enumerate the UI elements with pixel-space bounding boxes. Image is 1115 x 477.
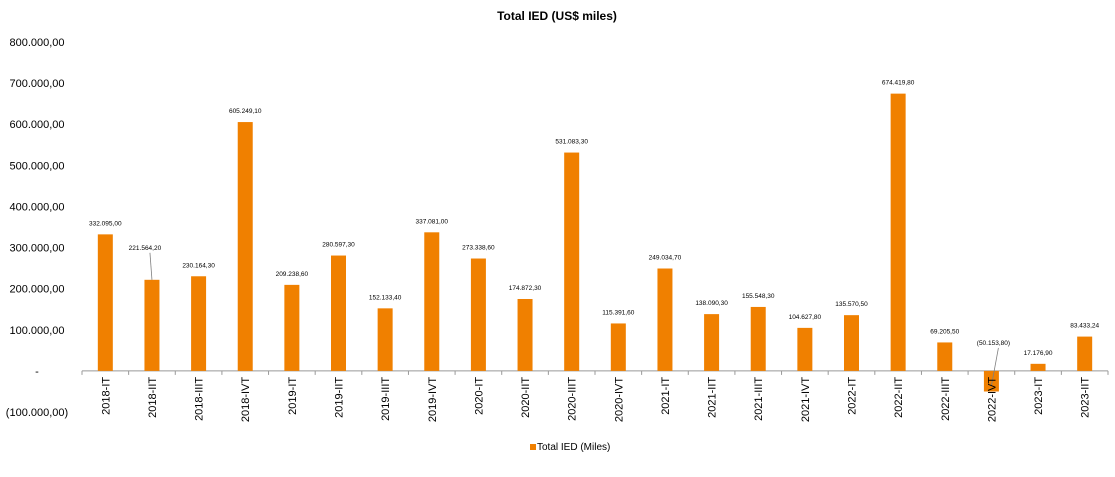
data-label: 605.249,10	[229, 108, 262, 115]
data-label: 531.083,30	[555, 139, 588, 146]
x-tick-label: 2018-IIT	[147, 377, 159, 418]
x-tick-label: 2023-IIT	[1080, 377, 1092, 418]
legend-label: Total IED (Miles)	[537, 442, 610, 453]
x-tick-label: 2021-IT	[660, 377, 672, 415]
bar	[424, 232, 440, 371]
data-label: 152.133,40	[369, 294, 402, 301]
x-tick-label: 2019-IIIT	[380, 377, 392, 421]
y-tick-label: (100.000,00)	[6, 407, 68, 419]
data-label: 230.164,30	[182, 262, 215, 269]
data-label: 104.627,80	[789, 314, 822, 321]
y-tick-label: 600.000,00	[9, 119, 64, 131]
leader-line	[149, 252, 153, 280]
bar	[1030, 363, 1046, 371]
bar	[97, 234, 113, 371]
data-label: 69.205,50	[930, 328, 959, 335]
x-tick-label: 2018-IVT	[240, 377, 252, 423]
y-tick-label: 700.000,00	[9, 78, 64, 90]
bar	[284, 284, 300, 371]
bar	[937, 342, 953, 371]
y-tick-label: 100.000,00	[9, 325, 64, 337]
data-label: 674.419,80	[882, 80, 915, 87]
data-label: 273.338,60	[462, 245, 495, 252]
x-axis: 2018-IT 2018-IIT 2018-IIIT 2018-IVT 2019-IT 2…	[81, 370, 1109, 423]
bar	[377, 308, 393, 371]
y-tick-label: 200.000,00	[9, 284, 64, 296]
data-label: 138.090,30	[695, 300, 728, 307]
x-tick-label: 2022-IT	[847, 377, 859, 415]
data-label: 135.570,50	[835, 301, 868, 308]
data-label: 115.391,60	[602, 309, 634, 316]
bar	[610, 323, 626, 371]
data-label: 280.597,30	[322, 242, 355, 249]
chart-title: Total IED (US$ miles)	[497, 9, 617, 23]
bar	[564, 152, 580, 371]
data-label: 83.433,24	[1070, 323, 1099, 330]
x-tick-label: 2018-IT	[100, 377, 112, 415]
x-tick-label: 2021-IIT	[707, 377, 719, 418]
data-label: 249.034,70	[649, 255, 682, 262]
bar	[470, 258, 486, 371]
bar	[890, 93, 906, 371]
x-tick-label: 2019-IVT	[427, 377, 439, 423]
data-label: 155.548,30	[742, 293, 775, 300]
data-label: 337.081,00	[415, 218, 448, 225]
data-label: 209.238,60	[276, 271, 309, 278]
data-label: 17.176,90	[1024, 350, 1053, 357]
x-tick-label: 2019-IT	[287, 377, 299, 415]
bar	[191, 276, 207, 371]
data-label: (50.153,80)	[977, 340, 1010, 347]
legend-swatch	[530, 444, 536, 450]
x-tick-label: 2021-IVT	[800, 377, 812, 423]
leader-line	[991, 347, 999, 386]
x-tick-label: 2021-IIIT	[753, 377, 765, 421]
bar	[657, 268, 673, 371]
bar	[517, 298, 533, 371]
y-tick-label: -	[35, 366, 39, 378]
y-tick-label: 800.000,00	[9, 37, 64, 49]
bar	[983, 370, 999, 392]
bar	[144, 279, 160, 371]
bar	[1077, 336, 1093, 371]
data-labels-group: 332.095,00 221.564,20 230.164,30 605.249,10…	[89, 80, 1100, 386]
data-label: 221.564,20	[129, 245, 162, 252]
x-tick-label: 2018-IIIT	[194, 377, 206, 421]
y-tick-label: 400.000,00	[9, 201, 64, 213]
legend: Total IED (Miles)	[530, 442, 610, 453]
x-tick-label: 2022-IIIT	[940, 377, 952, 421]
bar	[331, 255, 346, 371]
bar	[797, 327, 813, 371]
bar	[237, 122, 253, 371]
x-tick-label: 2022-IIT	[893, 377, 905, 418]
data-label: 174.872,30	[509, 285, 542, 292]
x-tick-label: 2019-IIT	[334, 377, 346, 418]
y-tick-label: 500.000,00	[9, 160, 64, 172]
y-tick-label: 300.000,00	[9, 243, 64, 255]
x-tick-label: 2020-IT	[473, 377, 485, 415]
x-tick-label: 2020-IVT	[613, 377, 625, 423]
bar	[750, 306, 766, 371]
y-axis: 800.000,00 700.000,00 600.000,00 500.000,00…	[6, 37, 68, 419]
bar	[844, 315, 859, 371]
bars-group	[97, 93, 1093, 392]
bar	[704, 314, 720, 371]
x-tick-label: 2023-IT	[1033, 377, 1045, 415]
data-label: 332.095,00	[89, 220, 122, 227]
x-tick-label: 2020-IIT	[520, 377, 532, 418]
x-tick-label: 2022-IVT	[986, 377, 998, 423]
x-tick-label: 2020-IIIT	[567, 377, 579, 421]
